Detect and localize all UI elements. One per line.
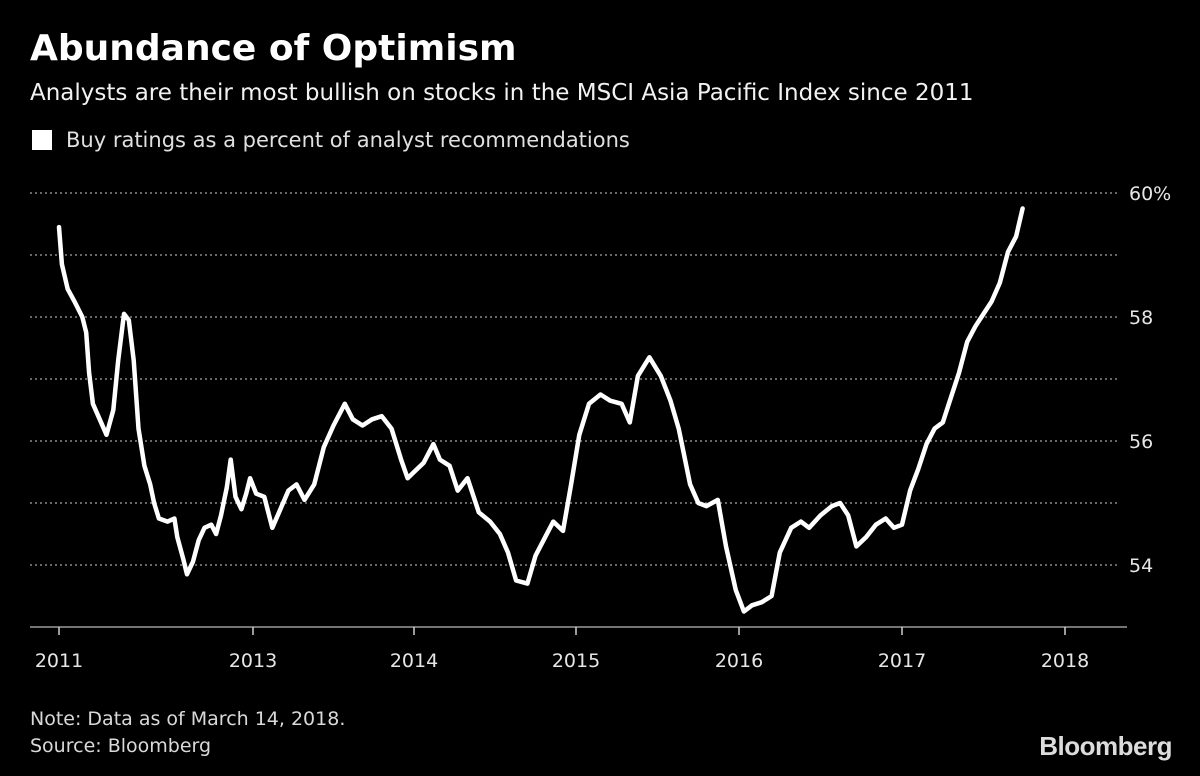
x-tick-label: 2016: [715, 650, 763, 672]
x-tick-label: 2018: [1041, 650, 1089, 672]
y-axis-labels: 54 56 58 60%: [1129, 183, 1171, 577]
x-axis-labels: 2011 2013 2014 2015 2016 2017 2018: [35, 627, 1089, 672]
y-tick-label: 60%: [1129, 183, 1171, 205]
footnote: Note: Data as of March 14, 2018. Source:…: [30, 706, 345, 760]
legend-swatch: [32, 130, 52, 150]
x-tick-label: 2013: [229, 650, 277, 672]
x-tick-label: 2015: [552, 650, 600, 672]
bloomberg-logo: Bloomberg: [1039, 731, 1172, 761]
chart-title: Abundance of Optimism: [30, 28, 517, 69]
chart-legend: Buy ratings as a percent of analyst reco…: [32, 128, 630, 152]
y-tick-label: 54: [1129, 555, 1153, 577]
gridlines: [30, 192, 1117, 566]
y-tick-label: 56: [1129, 431, 1153, 453]
line-chart: 54 56 58 60% 2011 2013 2014 2015 2016 2017 2018: [30, 183, 1171, 672]
x-tick-label: 2014: [390, 650, 438, 672]
y-tick-label: 58: [1129, 307, 1153, 329]
x-tick-label: 2017: [878, 650, 926, 672]
series-line-buy-ratings: [56, 206, 1025, 614]
source-text: Source: Bloomberg: [30, 735, 212, 757]
note-text: Note: Data as of March 14, 2018.: [30, 708, 346, 730]
x-tick-label: 2011: [35, 650, 83, 672]
legend-label: Buy ratings as a percent of analyst reco…: [66, 128, 630, 152]
chart-subtitle: Analysts are their most bullish on stock…: [30, 80, 974, 106]
